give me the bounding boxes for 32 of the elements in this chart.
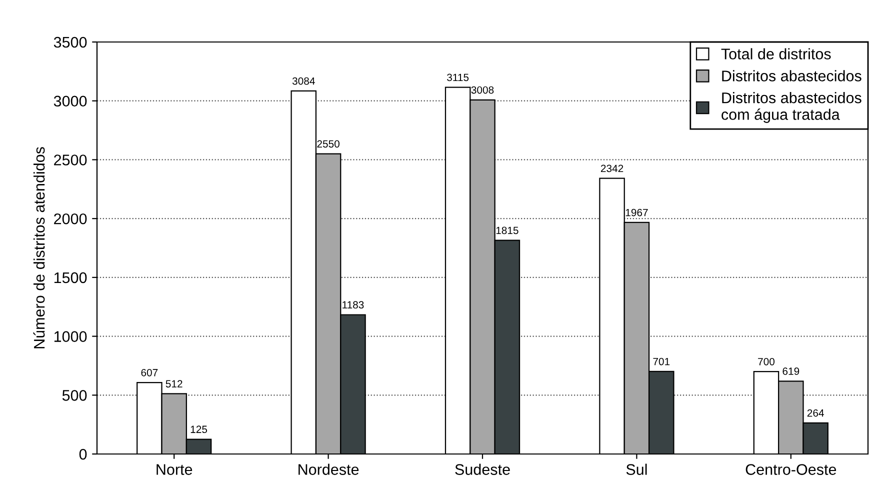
y-tick-label: 0 (79, 448, 87, 460)
y-tick-label: 2500 (54, 154, 87, 166)
legend-label: Total de distritos (721, 48, 831, 60)
y-tick-label: 3000 (54, 96, 87, 107)
data-label: 512 (166, 380, 182, 388)
data-label: 619 (782, 368, 800, 375)
legend-label: Distritos abastecidos com água tratada (722, 92, 862, 123)
y-tick-label: 3500 (54, 36, 87, 48)
data-label: 1967 (626, 208, 648, 216)
data-label: 2342 (600, 164, 624, 172)
data-label: 3084 (292, 77, 315, 85)
x-tick-label: Centro-Oeste (746, 464, 836, 475)
data-label: 1815 (496, 226, 518, 234)
y-tick-label: 2000 (54, 213, 87, 224)
data-label: 3115 (447, 74, 469, 82)
y-tick-label: 1500 (54, 272, 87, 284)
data-label: 607 (141, 368, 158, 376)
data-label: 1183 (342, 301, 364, 309)
x-tick-label: Sudeste (455, 464, 510, 475)
y-axis-title: Número de distritos atendidos (33, 147, 45, 348)
y-tick-label: 1000 (54, 331, 87, 342)
x-tick-label: Sul (626, 464, 647, 475)
data-label: 701 (653, 358, 670, 366)
data-label: 264 (807, 409, 824, 417)
data-label: 2550 (317, 140, 340, 148)
data-label: 125 (190, 426, 208, 434)
data-label: 700 (758, 358, 775, 366)
y-tick-label: 500 (62, 390, 87, 401)
legend-label: Distritos abastecidos (722, 70, 862, 82)
data-label: 3008 (471, 86, 494, 94)
x-tick-label: Norte (156, 464, 192, 475)
x-tick-label: Nordeste (298, 464, 359, 475)
